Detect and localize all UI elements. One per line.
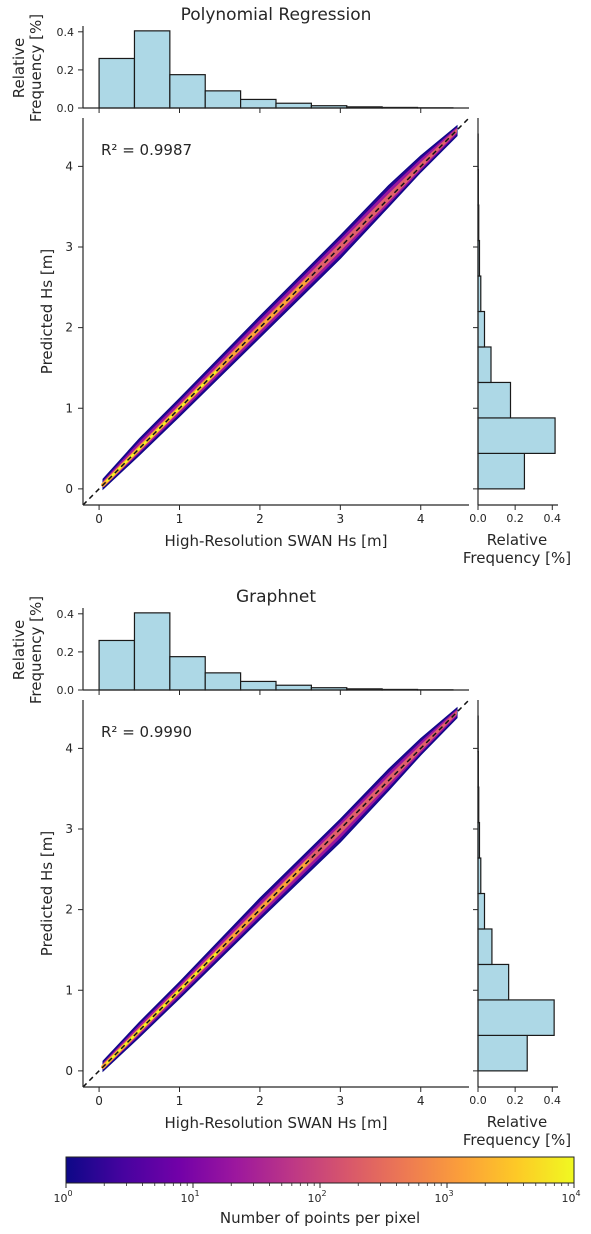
colorbar-label: Number of points per pixel (220, 1209, 420, 1227)
x-tick-label: 1 (176, 512, 184, 526)
right-hist-bar (477, 310, 486, 348)
reference-line (82, 117, 470, 506)
right-hist-x-tick-label: 0.4 (544, 512, 562, 525)
right-hist-x-tick-label: 0.2 (506, 512, 524, 525)
top-hist-bar (275, 684, 312, 691)
top-hist-bar (98, 639, 136, 691)
right-hist-x-tick-label: 0.0 (469, 512, 487, 525)
colorbar-tick-base: 10 (180, 1192, 194, 1205)
right-hist-bar (477, 999, 555, 1036)
right-hist-bar (477, 381, 512, 419)
colorbar-tick-exponent: 4 (575, 1189, 580, 1198)
colorbar-tick-exponent: 3 (448, 1189, 453, 1198)
density-band-peak (106, 366, 221, 482)
right-hist-x-tick-label: 0.2 (506, 1094, 524, 1107)
top-hist-y-tick-label: 0.0 (57, 102, 75, 115)
r2-annotation: R² = 0.9987 (101, 141, 192, 159)
colorbar-tick-exponent: 0 (67, 1189, 72, 1198)
colorbar-tick-base: 10 (307, 1192, 321, 1205)
top-hist-bar (98, 57, 136, 109)
colorbar-tick-base: 10 (434, 1192, 448, 1205)
top-hist-bar (169, 74, 206, 109)
reference-line (82, 699, 470, 1088)
right-hist-bar (477, 963, 510, 1001)
top-hist-bar (204, 672, 242, 691)
chart-panel-2: Graphnet 0 1 2 3 4 0 1 2 3 4 High-Resolution SWAN H… (10, 587, 571, 1149)
colorbar-gradient (65, 1156, 575, 1184)
density-band-peak (106, 948, 221, 1064)
y-tick-label: 0 (65, 1064, 73, 1078)
colorbar-tick-label: 102 (307, 1189, 326, 1205)
top-hist-ylabel-line1: Relative (10, 38, 28, 99)
x-tick-label: 3 (337, 512, 345, 526)
chart-title: Polynomial Regression (181, 5, 372, 25)
y-tick-label: 3 (65, 822, 73, 836)
x-tick-label: 4 (417, 512, 425, 526)
x-axis-label: High-Resolution SWAN Hs [m] (165, 1114, 388, 1132)
chart-panel-1: Polynomial Regression 0 1 2 3 4 0 1 2 3 4 High-Reso… (10, 5, 571, 567)
right-hist-xlabel-line2: Frequency [%] (463, 1131, 571, 1149)
right-hist-x-tick-label: 0.0 (469, 1094, 487, 1107)
right-hist-bar (477, 417, 556, 454)
x-tick-label: 3 (337, 1094, 345, 1108)
y-tick-label: 4 (65, 741, 73, 755)
y-tick-label: 2 (65, 903, 73, 917)
top-hist-ylabel-line2: Frequency [%] (27, 14, 45, 122)
right-hist-x-tick-label: 0.4 (544, 1094, 562, 1107)
x-tick-label: 4 (417, 1094, 425, 1108)
x-tick-label: 2 (256, 1094, 264, 1108)
y-tick-label: 0 (65, 482, 73, 496)
top-hist-bar (240, 680, 277, 691)
top-hist-bar (240, 98, 277, 109)
top-hist-bar (204, 90, 242, 109)
right-hist-xlabel-line1: Relative (487, 1113, 548, 1131)
colorbar-tick-base: 10 (561, 1192, 575, 1205)
colorbar-tick-exponent: 2 (321, 1189, 326, 1198)
top-hist-bar (169, 656, 206, 691)
colorbar-tick-label: 100 (53, 1189, 72, 1205)
x-tick-label: 0 (95, 1094, 103, 1108)
right-hist-bar (477, 346, 492, 384)
top-hist-bar (275, 102, 312, 109)
right-hist-bar (477, 928, 493, 966)
colorbar-tick-base: 10 (53, 1192, 67, 1205)
y-tick-label: 4 (65, 159, 73, 173)
x-tick-label: 2 (256, 512, 264, 526)
y-axis-label: Predicted Hs [m] (38, 831, 56, 956)
x-tick-label: 0 (95, 512, 103, 526)
chart-title: Graphnet (236, 587, 316, 607)
x-tick-label: 1 (176, 1094, 184, 1108)
top-hist-y-tick-label: 0.2 (57, 646, 75, 659)
colorbar-tick-label: 103 (434, 1189, 453, 1205)
top-hist-ylabel-line1: Relative (10, 620, 28, 681)
r2-annotation: R² = 0.9990 (101, 723, 192, 741)
top-hist-y-tick-label: 0.0 (57, 684, 75, 697)
y-tick-label: 1 (65, 983, 73, 997)
top-hist-y-tick-label: 0.2 (57, 64, 75, 77)
y-tick-label: 2 (65, 321, 73, 335)
top-hist-ylabel-line2: Frequency [%] (27, 596, 45, 704)
y-tick-label: 1 (65, 401, 73, 415)
right-hist-bar (477, 892, 486, 930)
right-hist-bar (477, 1034, 528, 1072)
top-hist-bar (133, 612, 171, 691)
y-axis-label: Predicted Hs [m] (38, 249, 56, 374)
colorbar-tick-label: 104 (561, 1189, 580, 1205)
y-tick-label: 3 (65, 240, 73, 254)
top-hist-bar (133, 30, 171, 109)
top-hist-y-tick-label: 0.4 (57, 26, 75, 39)
right-hist-bar (477, 452, 526, 490)
top-hist-y-tick-label: 0.4 (57, 608, 75, 621)
right-hist-xlabel-line2: Frequency [%] (463, 549, 571, 567)
colorbar-tick-exponent: 1 (194, 1189, 199, 1198)
right-hist-xlabel-line1: Relative (487, 531, 548, 549)
x-axis-label: High-Resolution SWAN Hs [m] (165, 532, 388, 550)
colorbar-tick-label: 101 (180, 1189, 199, 1205)
